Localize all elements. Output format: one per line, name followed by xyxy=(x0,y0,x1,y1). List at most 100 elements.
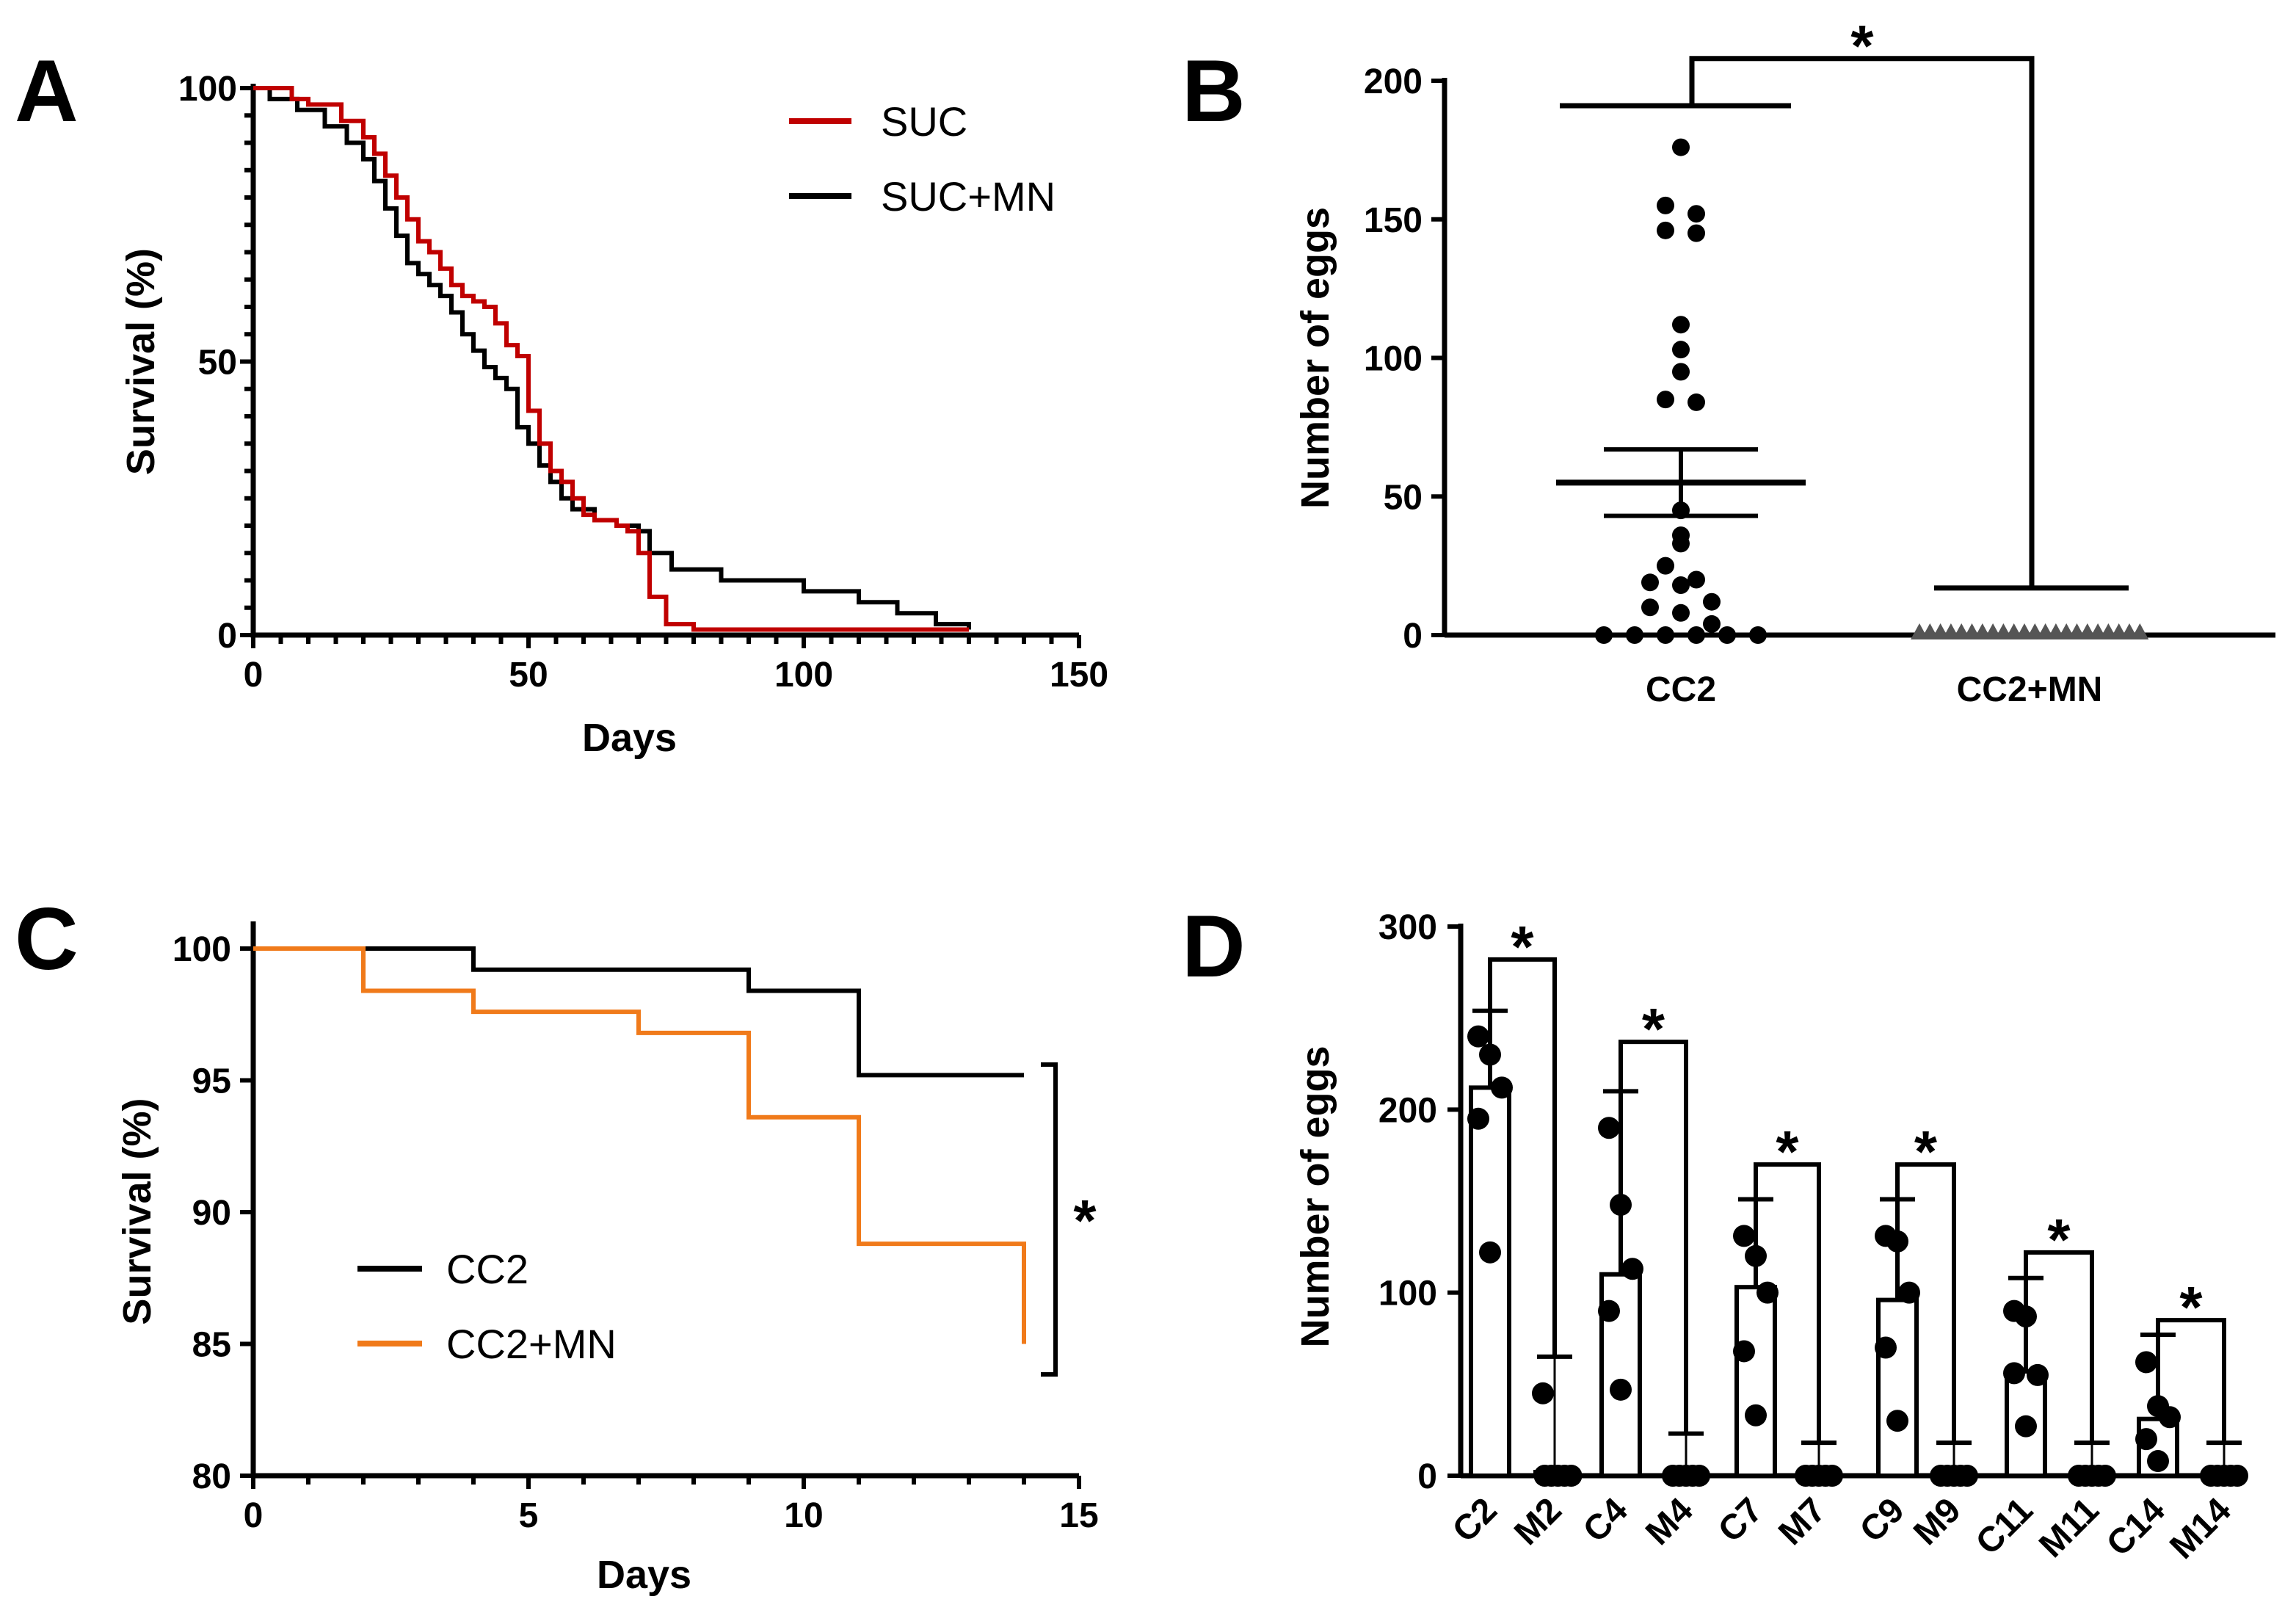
y-tick-label: 100 xyxy=(178,70,237,109)
data-point-triangle xyxy=(2131,623,2149,639)
data-point xyxy=(1898,1281,1920,1304)
x-tick-label: 5 xyxy=(519,1496,539,1535)
survival-line-suc xyxy=(253,86,969,632)
data-point xyxy=(1703,592,1721,611)
data-point xyxy=(1749,626,1767,644)
x-axis-title: Days xyxy=(582,716,677,760)
x-tick-label: M11 xyxy=(2032,1490,2107,1565)
data-point xyxy=(1532,1382,1554,1404)
y-axis-title: Survival (%) xyxy=(119,248,163,475)
x-tick-label: 100 xyxy=(774,656,833,695)
legend-label: CC2 xyxy=(446,1246,528,1292)
x-tick-label: CC2 xyxy=(1646,670,1716,709)
data-point xyxy=(1733,1340,1755,1363)
survival-line-cc2 xyxy=(253,946,1024,1078)
x-tick-label: 150 xyxy=(1050,656,1108,695)
data-point xyxy=(1479,1241,1501,1264)
data-point xyxy=(1886,1230,1908,1253)
data-point xyxy=(1626,626,1643,644)
data-point xyxy=(1467,1107,1489,1130)
significance-bracket xyxy=(1754,1162,1821,1443)
panel-c-survival-chart: 80 85 90 95 100 0 5 10 15 Days Survival (%) * CC2 CC2… xyxy=(115,921,1099,1597)
data-point xyxy=(2015,1415,2037,1438)
x-tick-label: 0 xyxy=(244,1496,264,1535)
data-point xyxy=(1688,205,1705,223)
data-point xyxy=(1875,1336,1897,1359)
significance-bracket xyxy=(1895,1162,1956,1443)
significance-star: * xyxy=(1511,914,1534,979)
data-point xyxy=(1657,221,1674,239)
significance-bracket xyxy=(1619,1040,1688,1434)
y-tick-label: 0 xyxy=(1417,1457,1437,1496)
panel-label-a: A xyxy=(15,42,79,140)
x-tick-label: 10 xyxy=(784,1496,823,1535)
x-tick-label: CC2+MN xyxy=(1957,670,2103,709)
significance-bracket xyxy=(2156,1318,2226,1443)
data-point xyxy=(1598,1117,1620,1139)
data-point xyxy=(2159,1406,2181,1429)
panel-label-c: C xyxy=(15,890,79,988)
data-point xyxy=(2147,1450,2169,1473)
bar xyxy=(1876,1297,1919,1479)
survival-line-suc-plus-mn xyxy=(253,86,971,630)
significance-star: * xyxy=(2179,1275,2203,1340)
x-tick-label: M4 xyxy=(1638,1490,1701,1553)
y-tick-label: 100 xyxy=(1364,340,1423,379)
data-point xyxy=(1688,626,1705,644)
x-tick-label: 0 xyxy=(244,656,264,695)
y-axis-title: Number of eggs xyxy=(1293,207,1337,509)
data-point xyxy=(2015,1305,2037,1328)
legend-label: CC2+MN xyxy=(446,1321,617,1367)
data-point xyxy=(1733,1225,1755,1247)
data-point xyxy=(1821,1465,1843,1487)
data-point xyxy=(1672,576,1690,595)
panel-d-eggs-barchart: 0 100 200 300 Number of eggs C2 M2 C4 M4 C7 M7 C9M9… xyxy=(1293,908,2248,1567)
x-axis-title: Days xyxy=(597,1553,691,1597)
x-tick-label: C11 xyxy=(1969,1490,2041,1562)
data-point xyxy=(2094,1465,2116,1487)
legend-label: SUC xyxy=(881,98,967,145)
x-tick-label: M9 xyxy=(1906,1490,1969,1553)
data-point xyxy=(1479,1043,1501,1066)
y-tick-label: 100 xyxy=(172,930,231,969)
data-point xyxy=(1688,570,1705,589)
data-point xyxy=(1745,1244,1767,1267)
data-point xyxy=(1688,1465,1710,1487)
significance-bracket xyxy=(1041,1062,1058,1377)
significance-star: * xyxy=(1850,13,1874,79)
data-point xyxy=(1688,224,1705,242)
y-tick-label: 200 xyxy=(1364,62,1423,101)
y-axis-title: Number of eggs xyxy=(1293,1045,1337,1347)
significance-bracket xyxy=(2024,1250,2094,1443)
significance-bracket xyxy=(1689,56,2035,588)
y-tick-label: 50 xyxy=(198,344,237,383)
data-point xyxy=(1491,1076,1513,1099)
x-tick-label: M7 xyxy=(1771,1490,1834,1553)
data-point xyxy=(1657,391,1674,409)
x-tick-label: 15 xyxy=(1059,1496,1098,1535)
data-point xyxy=(1672,341,1690,359)
y-tick-label: 100 xyxy=(1378,1275,1437,1313)
data-point xyxy=(1610,1193,1632,1216)
data-point xyxy=(1672,534,1690,553)
y-tick-label: 300 xyxy=(1378,908,1437,947)
data-point xyxy=(1641,598,1659,617)
y-tick-label: 0 xyxy=(1403,617,1423,656)
data-point xyxy=(1467,1025,1489,1048)
data-point xyxy=(1657,557,1674,575)
y-tick-label: 0 xyxy=(217,617,237,656)
x-tick-label: C9 xyxy=(1853,1490,1912,1550)
data-point xyxy=(1718,626,1736,644)
x-tick-label: C2 xyxy=(1445,1490,1505,1550)
data-point xyxy=(1745,1404,1767,1427)
data-point xyxy=(1672,138,1690,156)
y-tick-label: 80 xyxy=(192,1457,231,1496)
y-tick-label: 200 xyxy=(1378,1091,1437,1130)
bar xyxy=(1734,1285,1777,1478)
y-tick-label: 85 xyxy=(192,1326,231,1365)
significance-star: * xyxy=(1642,996,1665,1062)
y-tick-label: 150 xyxy=(1364,201,1423,240)
x-tick-label: M2 xyxy=(1507,1490,1569,1553)
x-tick-label: C4 xyxy=(1576,1490,1635,1550)
